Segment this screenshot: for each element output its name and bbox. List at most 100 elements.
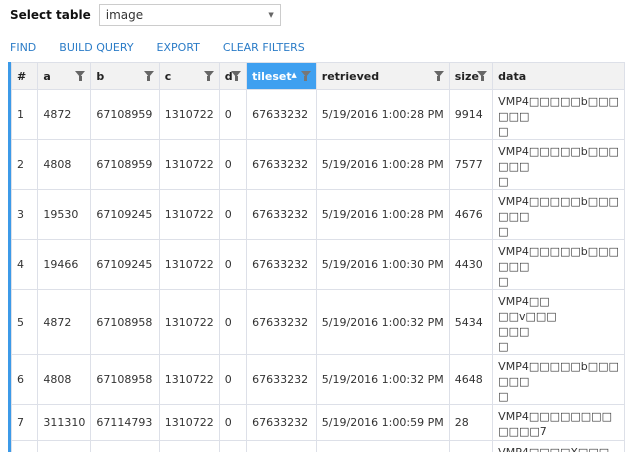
cell-a: 19466 [37,239,92,290]
cell-b: 67109245 [90,239,160,290]
cell-d: 0 [218,354,248,405]
cell-c: 1310722 [158,354,220,405]
column-header-label: d [224,69,233,83]
cell-b: 67108959 [90,139,160,190]
cell-row-number: 2 [11,139,39,190]
cell-size: 28 [448,404,494,441]
column-header-label: size [454,69,479,83]
cell-c: 1310722 [158,289,220,355]
cell-d: 0 [218,239,248,290]
cell-b: 67110346 [90,440,160,452]
cell-size: 9914 [448,89,494,140]
table-select[interactable]: image ▼ [98,4,281,26]
cell-c: 1310722 [158,239,220,290]
column-header-tileset[interactable]: tileset ▲ [246,62,317,90]
column-header-label: c [164,69,172,83]
export-button[interactable]: EXPORT [156,41,200,54]
cell-retrieved: 5/19/2016 1:00:32 PM [315,289,450,355]
column-header-b[interactable]: b [90,62,160,90]
column-header-label: data [498,69,527,83]
cell-c: 1310722 [158,404,220,441]
cell-b: 67108958 [90,289,160,355]
cell-row-number: 6 [11,354,39,405]
cell-tileset: 67633232 [246,354,317,405]
cell-retrieved: 5/19/2016 1:00:59 PM [315,404,450,441]
cell-b: 67114793 [90,404,160,441]
filter-icon[interactable] [203,71,214,81]
cell-size: 7577 [448,139,494,190]
column-header-size[interactable]: size [448,62,494,90]
filter-icon[interactable] [75,71,86,81]
cell-b: 67108958 [90,354,160,405]
sort-ascending-icon[interactable]: ▲ [291,71,297,79]
cell-data: VMP4□□□□□b□□□ □□□ □ [492,139,625,190]
cell-c: 1310722 [158,440,220,452]
cell-a: 4808 [37,354,92,405]
cell-data: VMP4□□□□□b□□□ □□□ □ [492,189,625,240]
build-query-button[interactable]: BUILD QUERY [59,41,134,54]
find-button[interactable]: FIND [10,41,37,54]
cell-tileset: 67633232 [246,440,317,452]
cell-b: 67109245 [90,189,160,240]
cell-tileset: 67633232 [246,289,317,355]
cell-d: 0 [218,139,248,190]
cell-tileset: 67633232 [246,404,317,441]
table-row[interactable]: 6 4808 67108958 1310722 0 67633232 5/19/2016 1… [11,354,625,405]
cell-c: 1310722 [158,89,220,140]
filter-icon[interactable] [477,71,488,81]
cell-row-number: 5 [11,289,39,355]
column-header-retrieved[interactable]: retrieved [315,62,450,90]
cell-a: 4872 [37,289,92,355]
column-header-row-number[interactable]: # [11,62,39,90]
cell-a: 311310 [37,404,92,441]
filter-icon[interactable] [300,71,311,81]
table-row[interactable]: 1 4872 67108959 1310722 0 67633232 5/19/2016 1… [11,89,625,140]
cell-c: 1310722 [158,139,220,190]
column-header-a[interactable]: a [37,62,92,90]
select-table-label: Select table [10,8,91,22]
cell-a: 4872 [37,89,92,140]
filter-icon[interactable] [231,71,242,81]
cell-d: 0 [218,289,248,355]
cell-data: VMP4□□□□X□□□ □□□ [492,440,625,452]
cell-data: VMP4□□□□□□□□ □□□□7 [492,404,625,441]
cell-retrieved: 5/19/2016 1:00:28 PM [315,189,450,240]
cell-row-number: 3 [11,189,39,240]
cell-data: VMP4□□□□□b□□□ □□□ □ [492,89,625,140]
cell-tileset: 67633232 [246,239,317,290]
column-header-c[interactable]: c [158,62,220,90]
table-row[interactable]: 3 19530 67109245 1310722 0 67633232 5/19/2016 … [11,189,625,240]
table-row[interactable]: 4 19466 67109245 1310722 0 67633232 5/19/2016 … [11,239,625,290]
cell-retrieved: 5/19/2016 1:00:28 PM [315,139,450,190]
cell-d: 0 [218,189,248,240]
cell-d: 0 [218,440,248,452]
filter-icon[interactable] [143,71,154,81]
cell-retrieved: 5/19/2016 1:00:32 PM [315,354,450,405]
cell-row-number: 4 [11,239,39,290]
table-row[interactable]: 7 311310 67114793 1310722 0 67633232 5/19/2016… [11,404,625,441]
cell-tileset: 67633232 [246,89,317,140]
cell-data: VMP4□□□□□b□□□ □□□ □ [492,354,625,405]
cell-size: 4676 [448,189,494,240]
column-header-data[interactable]: data [492,62,625,90]
column-header-label: b [96,69,105,83]
cell-c: 1310722 [158,189,220,240]
table-row[interactable]: 5 4872 67108958 1310722 0 67633232 5/19/2016 1… [11,289,625,355]
toolbar: FIND BUILD QUERY EXPORT CLEAR FILTERS [10,41,328,54]
cell-data: VMP4□□ □□v□□□ □□□ □ [492,289,625,355]
cell-size: 201 [448,440,494,452]
cell-retrieved: 5/19/2016 1:01:00 PM [315,440,450,452]
column-header-label: # [17,69,27,83]
cell-tileset: 67633232 [246,139,317,190]
table-row[interactable]: 2 4808 67108959 1310722 0 67633232 5/19/2016 1… [11,139,625,190]
clear-filters-button[interactable]: CLEAR FILTERS [222,41,305,54]
column-header-d[interactable]: d [218,62,248,90]
cell-retrieved: 5/19/2016 1:00:28 PM [315,89,450,140]
filter-icon[interactable] [433,71,444,81]
table-select-value: image [105,8,144,22]
table-row[interactable]: 8778366711034613107220676332325/19/2016 … [11,440,625,452]
cell-a: 4808 [37,139,92,190]
cell-d: 0 [218,404,248,441]
select-table-row: Select table image ▼ [10,4,281,26]
cell-b: 67108959 [90,89,160,140]
